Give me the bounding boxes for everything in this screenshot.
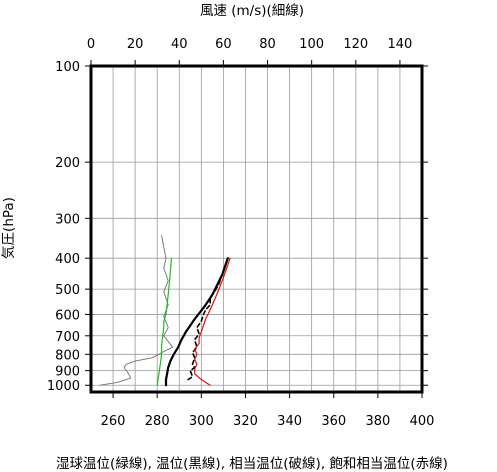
- y-tick-label: 800: [55, 348, 80, 363]
- x-top-tick-label: 0: [87, 37, 95, 52]
- series-saturated-equivalent-potential-temperature: [194, 257, 231, 386]
- top-axis-title: 風速 (m/s)(細線): [200, 3, 304, 19]
- y-tick-label: 1000: [47, 379, 80, 394]
- y-tick-label: 900: [55, 365, 80, 380]
- x-bottom-tick-label: 260: [101, 414, 126, 429]
- series-wind-speed: [99, 235, 174, 386]
- x-bottom-tick-label: 400: [410, 414, 435, 429]
- x-top-tick-label: 40: [171, 37, 188, 52]
- series-potential-temperature: [164, 257, 229, 387]
- y-tick-label: 700: [55, 330, 80, 345]
- grid: [91, 66, 422, 392]
- x-top-tick-label: 120: [343, 37, 368, 52]
- x-top-tick-label: 80: [259, 37, 276, 52]
- plot-frame: [89, 64, 424, 394]
- y-tick-label: 600: [55, 308, 80, 323]
- x-top-tick-label: 140: [388, 37, 413, 52]
- y-tick-label: 500: [55, 283, 80, 298]
- x-bottom-tick-label: 360: [321, 414, 346, 429]
- x-axis-title: 湿球温位(緑線), 温位(黒線), 相当温位(破線), 飽和相当温位(赤線): [56, 456, 448, 472]
- x-bottom-tick-label: 340: [277, 414, 302, 429]
- x-bottom-tick-label: 300: [189, 414, 214, 429]
- x-bottom-tick-label: 380: [365, 414, 390, 429]
- x-bottom-tick-label: 280: [145, 414, 170, 429]
- y-tick-label: 200: [55, 156, 80, 171]
- series-equivalent-potential-temperature: [187, 257, 229, 381]
- y-tick-label: 100: [55, 60, 80, 75]
- x-bottom-tick-label: 320: [233, 414, 258, 429]
- axes: 0 20 40 60 80 100 120 140 260 280 300 320 340 360 380 4…: [47, 37, 435, 429]
- y-tick-label: 300: [55, 212, 80, 227]
- plot-series: [99, 235, 231, 387]
- y-axis-title: 気圧(hPa): [1, 197, 17, 259]
- y-tick-label: 400: [55, 252, 80, 267]
- series-wet-bulb-potential-temperature: [156, 257, 173, 386]
- x-top-tick-label: 60: [215, 37, 232, 52]
- x-top-tick-label: 100: [299, 37, 324, 52]
- x-top-tick-label: 20: [127, 37, 144, 52]
